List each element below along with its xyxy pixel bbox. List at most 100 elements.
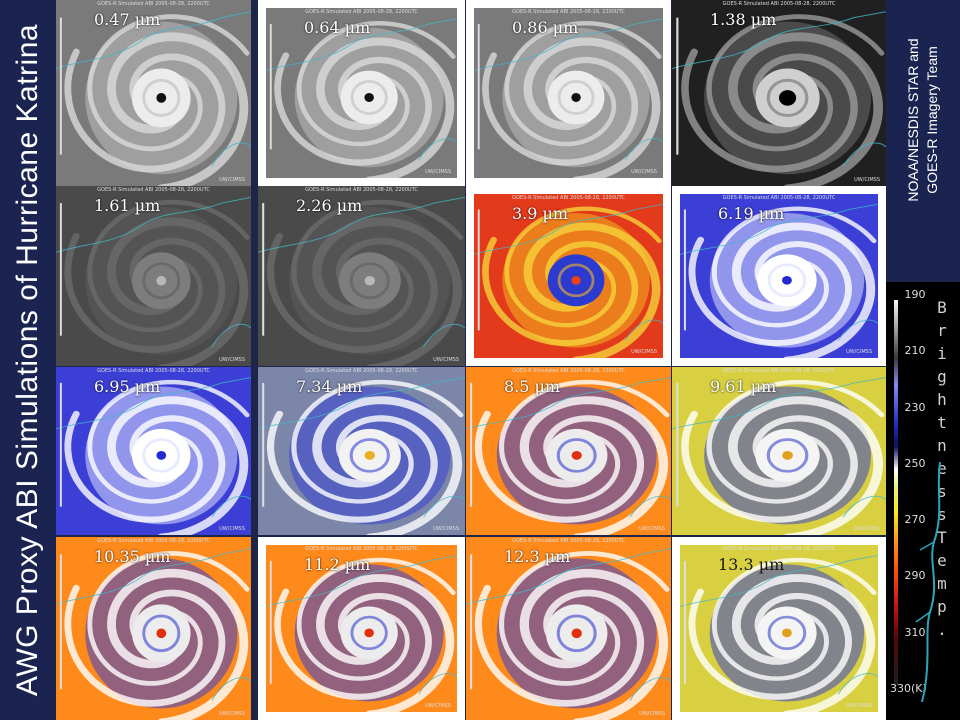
coastline xyxy=(56,377,251,518)
colorbar-title-glyph: T xyxy=(937,528,947,547)
storm-eye xyxy=(156,93,167,103)
colorbar-tick-label: 230 xyxy=(904,400,926,414)
hurricane-image xyxy=(56,186,251,366)
rain-band xyxy=(266,410,438,523)
band-label: 7.34 µm xyxy=(296,377,363,396)
hurricane-image xyxy=(258,186,465,366)
storm-eye xyxy=(571,93,581,102)
band-label: 13.3 µm xyxy=(718,555,785,574)
eyewall xyxy=(350,615,388,651)
eyewall xyxy=(767,615,807,651)
hurricane-image xyxy=(56,0,251,186)
tile-scale-bar xyxy=(269,24,272,150)
tile-footer: UW/CIMSS xyxy=(854,526,880,532)
band-label: 2.26 µm xyxy=(296,196,363,215)
tile-header: GOES-R Simulated ABI 2005-08-28, 2200UTC xyxy=(722,195,836,201)
storm-eye xyxy=(364,628,374,638)
coastline xyxy=(672,11,886,167)
band-image-14: GOES-R Simulated ABI 2005-08-28, 2200UTC… xyxy=(258,537,465,720)
tile-scale-bar xyxy=(59,554,62,690)
rain-band xyxy=(274,588,432,700)
band-image-16: GOES-R Simulated ABI 2005-08-28, 2200UTC… xyxy=(672,537,886,720)
rain-band xyxy=(482,52,639,166)
tile-scale-bar xyxy=(59,382,62,507)
hurricane-image xyxy=(680,194,878,358)
colorbar-title-glyph: B xyxy=(937,298,947,317)
storm-eye xyxy=(156,628,167,639)
tile-footer: UW/CIMSS xyxy=(639,526,665,532)
tile-footer: UW/CIMSS xyxy=(425,703,451,709)
tile-header: GOES-R Simulated ABI 2005-08-28, 2200UTC xyxy=(722,546,836,552)
rain-band xyxy=(474,410,645,523)
coastline xyxy=(466,377,671,518)
coastline xyxy=(56,196,251,348)
tile-header: GOES-R Simulated ABI 2005-08-28, 2200UTC xyxy=(512,368,625,374)
coastline xyxy=(258,196,465,348)
rain-band xyxy=(681,410,858,523)
credit-line-1: NOAA/NESDIS STAR and xyxy=(905,38,921,202)
coastline-sketch xyxy=(915,462,941,702)
eyewall xyxy=(350,80,388,115)
colorbar-title-glyph: h xyxy=(937,390,947,409)
hurricane-image xyxy=(474,8,663,178)
hurricane-image xyxy=(258,367,465,535)
tile-footer: UW/CIMSS xyxy=(854,177,880,183)
rain-band xyxy=(274,52,432,166)
colorbar-tick-label: 330(K) xyxy=(890,682,927,695)
colorbar-title-glyph: i xyxy=(937,344,947,363)
tile-scale-bar xyxy=(269,560,272,684)
tile-header: GOES-R Simulated ABI 2005-08-28, 2200UTC xyxy=(97,1,210,7)
rain-band xyxy=(64,232,226,353)
coastline xyxy=(56,548,251,701)
credit-panel: NOAA/NESDIS STAR and GOES-R Imagery Team xyxy=(886,0,960,280)
coastline xyxy=(474,203,663,341)
storm-eye xyxy=(782,451,793,460)
band-label: 9.61 µm xyxy=(710,377,777,396)
rain-band xyxy=(688,236,852,347)
colorbar-gradient xyxy=(894,300,898,686)
tile-footer: UW/CIMSS xyxy=(631,169,657,175)
coastline xyxy=(680,555,878,695)
tile-footer: UW/CIMSS xyxy=(219,357,245,363)
colorbar-tick-label: 190 xyxy=(904,288,926,301)
rain-band xyxy=(681,48,858,173)
storm-eye xyxy=(364,276,375,286)
tile-scale-bar xyxy=(676,382,679,507)
figure-title: AWG Proxy ABI Simulations of Hurricane K… xyxy=(11,23,44,697)
band-image-1: GOES-R Simulated ABI 2005-08-28, 2200UTC… xyxy=(56,0,251,186)
tile-footer: UW/CIMSS xyxy=(425,169,451,175)
band-label: 0.47 µm xyxy=(94,10,161,29)
tile-scale-bar xyxy=(683,209,686,331)
colorbar-tick-label: 310 xyxy=(904,625,926,639)
tile-header: GOES-R Simulated ABI 2005-08-28, 2200UTC xyxy=(97,187,210,193)
storm-eye xyxy=(156,451,167,460)
colorbar-title-glyph: e xyxy=(937,551,947,570)
band-label: 12.3 µm xyxy=(504,547,571,566)
colorbar-title-glyph: t xyxy=(937,413,947,432)
colorbar-title-glyph: n xyxy=(937,436,947,455)
storm-eye xyxy=(781,628,792,638)
tile-header: GOES-R Simulated ABI 2005-08-28, 2200UTC xyxy=(512,9,625,15)
storm-eye xyxy=(571,628,582,639)
band-image-7: GOES-R Simulated ABI 2005-08-28, 2200UTC… xyxy=(466,186,671,366)
tile-footer: UW/CIMSS xyxy=(433,357,459,363)
hurricane-image xyxy=(466,367,671,535)
eyewall xyxy=(557,80,595,115)
hurricane-image xyxy=(680,545,878,712)
eyewall xyxy=(349,438,390,473)
eyewall xyxy=(557,263,595,298)
tile-footer: UW/CIMSS xyxy=(219,526,245,532)
colorbar-title-glyph: . xyxy=(937,620,947,639)
eyewall xyxy=(142,438,181,473)
tile-footer: UW/CIMSS xyxy=(433,526,459,532)
eyewall xyxy=(766,438,809,473)
tile-footer: UW/CIMSS xyxy=(846,703,872,709)
rain-band xyxy=(64,410,226,523)
band-label: 11.2 µm xyxy=(304,555,371,574)
tile-header: GOES-R Simulated ABI 2005-08-28, 2200UTC xyxy=(97,368,210,374)
tile-header: GOES-R Simulated ABI 2005-08-28, 2200UTC xyxy=(305,9,418,15)
band-label: 6.95 µm xyxy=(94,377,161,396)
credit-line-2: GOES-R Imagery Team xyxy=(924,46,940,194)
tile-footer: UW/CIMSS xyxy=(219,177,245,183)
